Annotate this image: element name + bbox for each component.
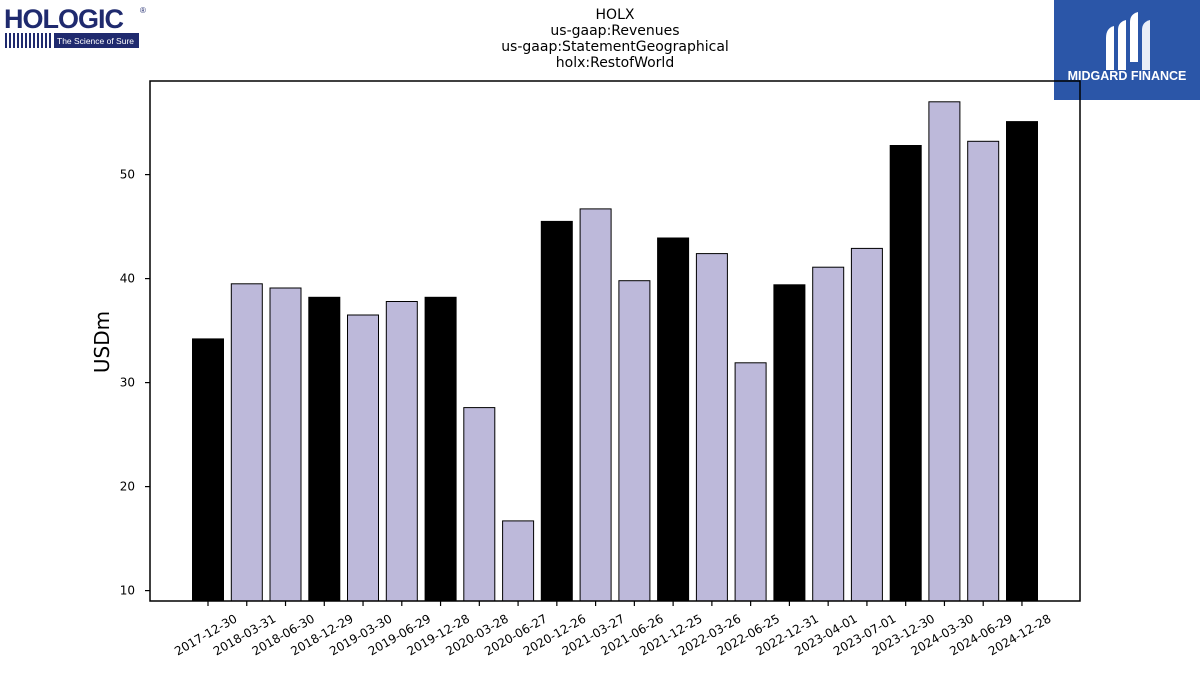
bar-series: [192, 101, 1038, 602]
bar-2024-03-30: [928, 101, 961, 602]
bar-2021-12-25: [657, 237, 690, 602]
y-tick-label: 50: [120, 168, 135, 182]
bar-2020-03-28: [463, 407, 496, 602]
bar-2024-12-28: [1006, 121, 1038, 602]
bar-2023-12-30: [889, 145, 922, 602]
chart-title-line-1: HOLX: [595, 7, 635, 23]
bar-2017-12-30: [192, 338, 224, 602]
x-axis: 2017-12-302018-03-312018-06-302018-12-29…: [172, 601, 1053, 658]
hologic-logo-tagline: The Science of Sure: [57, 36, 134, 46]
bar-2020-06-27: [502, 520, 535, 602]
bar-2023-07-01: [850, 247, 883, 602]
bar-2018-12-29: [308, 296, 341, 602]
y-tick-label: 40: [120, 272, 135, 286]
bar-2023-04-01: [812, 266, 845, 602]
bar-2024-06-29: [967, 140, 1000, 602]
hologic-tagline-bar: [54, 33, 139, 48]
hologic-logo-registered: ®: [140, 6, 146, 15]
hologic-logo: HOLOGIC ® The Science of Sure: [4, 4, 146, 48]
chart-title-line-4: holx:RestofWorld: [555, 55, 675, 71]
bar-2019-03-30: [347, 314, 379, 602]
bar-2019-12-28: [424, 296, 457, 602]
plot-frame: [149, 80, 1081, 602]
bar-2018-03-31: [230, 283, 263, 602]
midgard-finance-logo: MIDGARD FINANCE: [1054, 0, 1200, 100]
bar-2022-03-26: [695, 253, 728, 602]
y-axis: 10 20 30 40 50: [120, 168, 150, 598]
bar-2020-12-26: [540, 220, 573, 602]
hologic-logo-wordmark: HOLOGIC: [4, 4, 123, 34]
bar-2021-03-27: [579, 208, 612, 602]
chart-title-line-3: us-gaap:StatementGeographical: [501, 39, 729, 55]
y-tick-label: 20: [120, 480, 135, 494]
bar-2022-12-31: [773, 284, 806, 602]
bar-2018-06-30: [269, 287, 302, 602]
bar-2021-06-26: [618, 280, 651, 602]
bar-2022-06-25: [734, 362, 767, 602]
bar-2019-06-29: [385, 301, 418, 602]
y-axis-label: USDm: [90, 311, 114, 373]
y-tick-label: 10: [120, 584, 135, 598]
midgard-finance-wordmark: MIDGARD FINANCE: [1068, 69, 1187, 83]
chart-title: HOLX us-gaap:Revenues us-gaap:StatementG…: [315, 7, 915, 71]
y-tick-label: 30: [120, 376, 135, 390]
hologic-logo-stripes: [5, 33, 51, 48]
midgard-finance-emblem: [1106, 12, 1150, 70]
chart-title-line-2: us-gaap:Revenues: [550, 23, 680, 39]
